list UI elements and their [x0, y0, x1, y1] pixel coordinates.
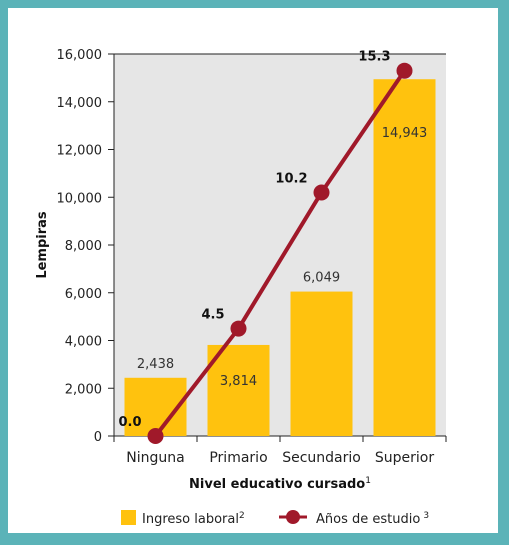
y-tick-label: 12,000 [57, 144, 103, 159]
line-point [396, 62, 413, 79]
y-ticks: 0 2,000 4,000 6,000 8,000 10,000 12,000 14,000 1… [57, 48, 114, 445]
line-point [230, 320, 247, 337]
y-tick-label: 14,000 [57, 96, 103, 111]
line-point [147, 428, 164, 444]
line-value-label: 10.2 [275, 171, 307, 186]
bar-value-label: 3,814 [220, 374, 257, 389]
bar [207, 344, 270, 436]
bar [373, 79, 436, 437]
y-tick-label: 10,000 [57, 191, 103, 206]
bar-value-label: 6,049 [303, 271, 340, 286]
bar-value-label: 14,943 [382, 126, 428, 141]
bars: 2,438 3,814 6,049 14,943 [124, 79, 436, 437]
line-value-label: 15.3 [358, 50, 390, 65]
y-tick-label: 6,000 [65, 287, 102, 302]
legend-swatch-ingreso [121, 510, 136, 525]
line-path [153, 69, 407, 438]
line-series: 0.0 4.5 10.2 15.3 [118, 50, 413, 444]
bar-value-label: 2,438 [137, 357, 174, 372]
line-value-label: 4.5 [201, 308, 224, 323]
line-point [313, 184, 330, 201]
y-tick-label: 2,000 [65, 382, 102, 397]
y-tick-label: 16,000 [57, 48, 103, 63]
y-axis-title: Lempiras [35, 211, 50, 279]
x-tick-label: Secundario [282, 450, 361, 466]
y-tick-label: 4,000 [65, 335, 102, 350]
legend-label-ingreso: Ingreso laboral2 [142, 511, 245, 527]
legend: Ingreso laboral2 Años de estudio 3 [121, 510, 429, 527]
x-tick-label: Ninguna [126, 450, 184, 466]
legend-label-anios: Años de estudio 3 [316, 511, 429, 527]
x-tick-label: Primario [209, 450, 267, 466]
legend-marker-anios [286, 510, 300, 524]
x-tick-label: Superior [375, 450, 434, 466]
x-ticks: Ninguna Primario Secundario Superior [113, 436, 447, 466]
line-value-label: 0.0 [118, 415, 141, 430]
x-axis-title: Nivel educativo cursado1 [189, 476, 371, 492]
bar [290, 291, 353, 436]
y-tick-label: 8,000 [65, 239, 102, 254]
y-tick-label: 0 [94, 430, 102, 445]
